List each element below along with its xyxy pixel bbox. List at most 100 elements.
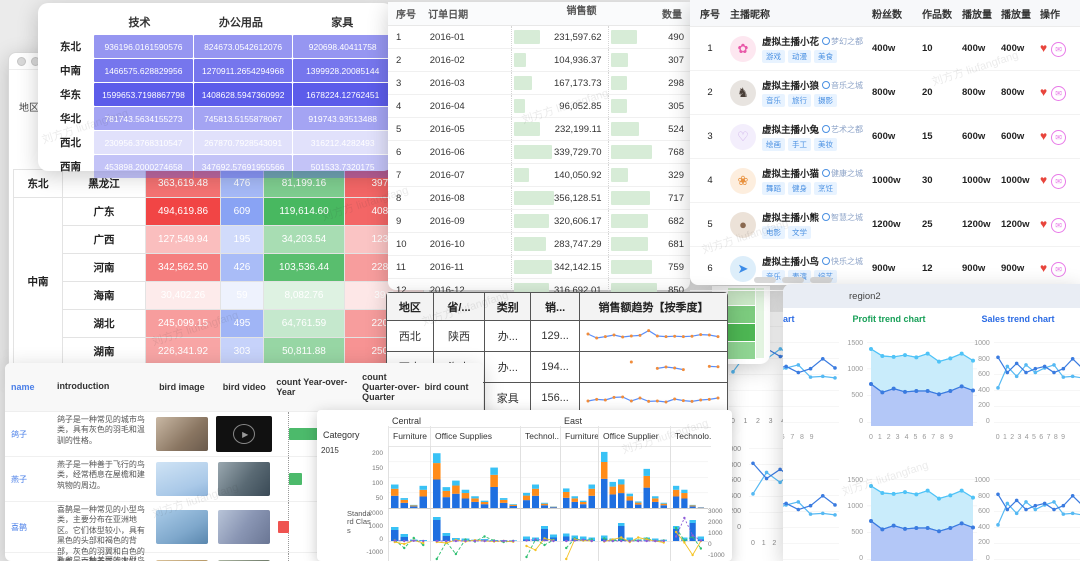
video-thumbnail[interactable] xyxy=(218,510,271,544)
heatmap-cell[interactable]: 453898.2000274658 xyxy=(94,155,193,178)
province-metric-cell[interactable]: 30,402.26 xyxy=(145,281,221,310)
order-row[interactable]: 5 2016-05 232,199.11 524 xyxy=(388,118,690,141)
close-window-icon[interactable] xyxy=(17,56,26,66)
message-circle-icon[interactable]: ✉ xyxy=(1051,129,1067,145)
bird-name-link[interactable]: 鸽子 xyxy=(11,429,27,439)
heatmap-cell[interactable]: 936196.0161590576 xyxy=(94,35,193,58)
anchor-tag[interactable]: 动漫 xyxy=(788,50,811,63)
order-row[interactable]: 3 2016-03 167,173.73 298 xyxy=(388,72,690,95)
province-metric-cell[interactable]: 34,203.54 xyxy=(263,225,345,254)
order-row[interactable]: 7 2016-07 140,050.92 329 xyxy=(388,164,690,187)
province-metric-cell[interactable]: 8,082.76 xyxy=(263,281,345,310)
heatmap-cell[interactable]: 1399928.20085144 xyxy=(293,59,393,82)
heatmap-cell[interactable]: 230956.3768310547 xyxy=(94,131,193,154)
province-metric-cell[interactable]: 103,536.44 xyxy=(263,253,345,282)
anchor-nickname[interactable]: 虚拟主播小花 xyxy=(762,37,820,48)
bird-photo[interactable] xyxy=(155,417,208,451)
anchor-nickname[interactable]: 虚拟主播小兔 xyxy=(762,125,820,136)
heatmap-cell[interactable]: 1678224.12762451 xyxy=(293,83,393,106)
anchor-tag[interactable]: 游戏 xyxy=(762,50,785,63)
order-row[interactable]: 6 2016-06 339,729.70 768 xyxy=(388,141,690,164)
like-heart-icon[interactable]: ♥ xyxy=(1040,40,1048,55)
order-row[interactable]: 1 2016-01 231,597.62 490 xyxy=(388,26,690,49)
province-metric-cell[interactable]: 195 xyxy=(220,225,264,254)
heatmap-cell[interactable]: 781743.5634155273 xyxy=(94,107,193,130)
like-heart-icon[interactable]: ♥ xyxy=(1040,260,1048,275)
heatmap-cell[interactable]: 920698.40411758 xyxy=(293,35,393,58)
province-metric-cell[interactable]: 363,619.48 xyxy=(145,169,221,198)
order-row[interactable]: 2 2016-02 104,936.37 307 xyxy=(388,49,690,72)
bird-row[interactable]: 燕子 燕子是一种善于飞行的鸟类，经常栖息在屋檐和建筑物的周边。 xyxy=(5,457,483,502)
bird-photo[interactable] xyxy=(155,462,208,496)
province-metric-cell[interactable]: 303 xyxy=(220,337,264,366)
bird-row[interactable]: 鸽子 鸽子是一种常见的城市鸟类，具有灰色的羽毛和温驯的性格。 ▶ xyxy=(5,412,483,457)
bird-name-link[interactable]: 燕子 xyxy=(11,474,27,484)
heatmap-cell[interactable]: 919743.93513488 xyxy=(293,107,393,130)
heatmap-cell[interactable]: 267870.7928543091 xyxy=(193,131,293,154)
province-metric-cell[interactable]: 495 xyxy=(220,309,264,338)
video-thumbnail[interactable] xyxy=(218,462,271,496)
play-button-icon[interactable]: ▶ xyxy=(233,424,256,444)
heatmap-cell[interactable]: 1270911.2654294968 xyxy=(193,59,293,82)
anchor-row[interactable]: 3 ♡ 虚拟主播小兔 艺术之都 绘画 手工 美妆 600w 15 600w 600w ♥ ✉ xyxy=(690,115,1080,159)
anchor-row[interactable]: 2 ♞ 虚拟主播小狼 音乐之城 音乐 旅行 摄影 800w 20 800w 800w ♥ ✉ xyxy=(690,71,1080,115)
anchor-tag[interactable]: 舞蹈 xyxy=(762,182,785,195)
message-circle-icon[interactable]: ✉ xyxy=(1051,217,1067,233)
province-metric-cell[interactable]: 119,614.60 xyxy=(263,197,345,226)
heatmap-cell[interactable]: 1599653.7198867798 xyxy=(94,83,193,106)
heatmap-cell[interactable]: 745813.5155878067 xyxy=(193,107,293,130)
anchor-row[interactable]: 5 ● 虚拟主播小熊 智慧之城 电影 文学 1200w 25 1200w 1200w ♥ ✉ xyxy=(690,203,1080,247)
message-circle-icon[interactable]: ✉ xyxy=(1051,261,1067,277)
bird-name-link[interactable]: 喜鹊 xyxy=(11,522,27,532)
anchor-tag[interactable]: 绘画 xyxy=(762,138,785,151)
anchor-tag[interactable]: 摄影 xyxy=(814,94,837,107)
province-metric-cell[interactable]: 494,619.86 xyxy=(145,197,221,226)
anchor-tag[interactable]: 健身 xyxy=(788,182,811,195)
video-player[interactable]: ▶ xyxy=(216,416,273,452)
like-heart-icon[interactable]: ♥ xyxy=(1040,216,1048,231)
heatmap-cell[interactable]: 347692.57691955566 xyxy=(193,155,293,178)
province-metric-cell[interactable]: 64,761.59 xyxy=(263,309,345,338)
bird-photo[interactable] xyxy=(155,510,208,544)
anchor-tag[interactable]: 音乐 xyxy=(762,94,785,107)
message-circle-icon[interactable]: ✉ xyxy=(1051,85,1067,101)
province-metric-cell[interactable]: 245,099.15 xyxy=(145,309,221,338)
scrollbar-segments[interactable] xyxy=(754,277,832,283)
heatmap-cell[interactable]: 824673.0542612076 xyxy=(193,35,293,58)
order-row[interactable]: 8 2016-08 356,128.51 717 xyxy=(388,187,690,210)
heatmap-cell[interactable]: 316212.4282493 xyxy=(293,131,393,154)
anchor-tag[interactable]: 烹饪 xyxy=(814,182,837,195)
heatmap-cell[interactable]: 1408628.5947360992 xyxy=(193,83,293,106)
heatmap-cell[interactable]: 1466575.628829956 xyxy=(94,59,193,82)
bird-name-link[interactable]: 孔雀 xyxy=(5,553,52,561)
province-metric-cell[interactable]: 426 xyxy=(220,253,264,282)
anchor-tag[interactable]: 美妆 xyxy=(814,138,837,151)
order-row[interactable]: 9 2016-09 320,606.17 682 xyxy=(388,210,690,233)
like-heart-icon[interactable]: ♥ xyxy=(1040,172,1048,187)
anchor-nickname[interactable]: 虚拟主播小猫 xyxy=(762,169,820,180)
anchor-tag[interactable]: 电影 xyxy=(762,226,785,239)
anchor-row[interactable]: 4 ❀ 虚拟主播小猫 健康之城 舞蹈 健身 烹饪 1000w 30 1000w 1000w ♥ ✉ xyxy=(690,159,1080,203)
message-circle-icon[interactable]: ✉ xyxy=(1051,41,1067,57)
order-row[interactable]: 10 2016-10 283,747.29 681 xyxy=(388,233,690,256)
bird-row[interactable]: 喜鹊 喜鹊是一种常见的小型鸟类，主要分布在亚洲地区。它们体型较小，具有黑色的头部和… xyxy=(5,502,483,561)
anchor-tag[interactable]: 美食 xyxy=(814,50,837,63)
message-circle-icon[interactable]: ✉ xyxy=(1051,173,1067,189)
anchor-nickname[interactable]: 虚拟主播小熊 xyxy=(762,213,820,224)
anchor-row[interactable]: 1 ✿ 虚拟主播小花 梦幻之都 游戏 动漫 美食 400w 10 400w 400w ♥ ✉ xyxy=(690,27,1080,71)
province-metric-cell[interactable]: 59 xyxy=(220,281,264,310)
like-heart-icon[interactable]: ♥ xyxy=(1040,84,1048,99)
anchor-tag[interactable]: 旅行 xyxy=(788,94,811,107)
anchor-tag[interactable]: 手工 xyxy=(788,138,811,151)
anchor-nickname[interactable]: 虚拟主播小狼 xyxy=(762,81,820,92)
order-row[interactable]: 4 2016-04 96,052.85 305 xyxy=(388,95,690,118)
province-metric-cell[interactable]: 50,811.88 xyxy=(263,337,345,366)
province-metric-cell[interactable]: 342,562.50 xyxy=(145,253,221,282)
anchor-nickname[interactable]: 虚拟主播小鸟 xyxy=(762,257,820,268)
province-metric-cell[interactable]: 127,549.94 xyxy=(145,225,221,254)
anchor-tag[interactable]: 文学 xyxy=(788,226,811,239)
order-row[interactable]: 11 2016-11 342,142.15 759 xyxy=(388,256,690,279)
province-metric-cell[interactable]: 226,341.92 xyxy=(145,337,221,366)
like-heart-icon[interactable]: ♥ xyxy=(1040,128,1048,143)
heatmap-cell[interactable]: 501533.7320175 xyxy=(293,155,393,178)
